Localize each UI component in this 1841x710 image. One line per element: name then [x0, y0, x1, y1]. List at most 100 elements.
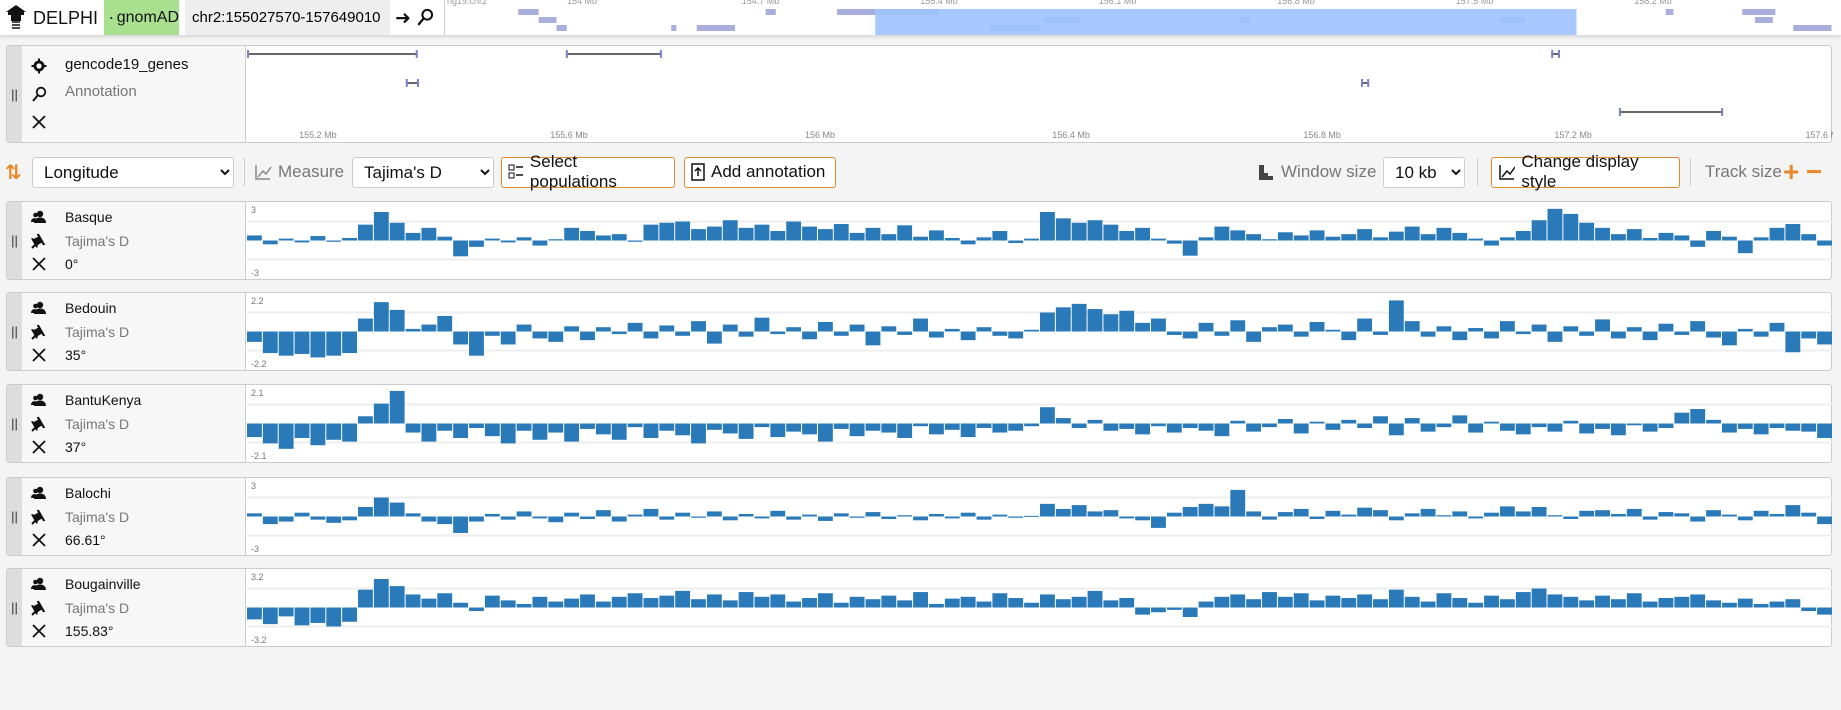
settings-icon[interactable] — [31, 58, 47, 74]
bar — [1801, 331, 1817, 339]
bar — [247, 607, 262, 620]
population-icon[interactable] — [31, 485, 47, 501]
search-icon[interactable] — [31, 86, 47, 102]
bar — [1737, 240, 1753, 254]
bar — [802, 226, 817, 241]
drag-handle[interactable]: || — [7, 202, 22, 279]
gene-exon — [565, 50, 568, 58]
genome-navigator[interactable]: hg19.chr2 154 Mb 154.7 Mb 155.4 Mb 156.1 Mb 1… — [444, 0, 1841, 35]
bar — [1388, 516, 1404, 521]
bar — [469, 607, 484, 612]
bar — [1642, 331, 1658, 341]
bar — [1262, 592, 1277, 608]
bar — [992, 514, 1008, 517]
bar — [722, 423, 738, 434]
bar — [469, 240, 484, 247]
population-track: || Bougainville Tajima's D 155.83° 3.2 -3… — [6, 568, 1833, 647]
track-size-increase-button[interactable]: + — [1783, 156, 1800, 187]
sort-select[interactable]: Longitude — [32, 156, 234, 188]
drag-handle[interactable]: || — [7, 385, 22, 462]
bar — [595, 601, 611, 608]
bar — [1214, 331, 1230, 336]
bar — [564, 326, 580, 332]
select-populations-button[interactable]: Select populations — [501, 152, 675, 191]
nav-tick-label: 157.5 Mb — [1456, 0, 1494, 6]
gene-exon — [659, 50, 662, 58]
bar — [627, 322, 643, 332]
add-annotation-button[interactable]: Add annotation — [684, 156, 836, 188]
dataset-badge[interactable]: gnomAD — [104, 0, 179, 35]
population-icon[interactable] — [31, 300, 47, 316]
bar — [1626, 593, 1642, 608]
app-title: DELPHI — [33, 8, 99, 28]
bar — [1737, 516, 1753, 521]
angle-value: 155.83° — [65, 622, 114, 639]
bar — [817, 229, 833, 241]
bar — [500, 600, 516, 608]
bar — [611, 596, 627, 608]
go-arrow-icon[interactable]: ➜ — [395, 8, 411, 29]
population-icon[interactable] — [31, 576, 47, 592]
pin-icon[interactable] — [31, 600, 47, 616]
axis-tick-label: 157.2 Mb — [1554, 130, 1592, 140]
pin-icon[interactable] — [31, 416, 47, 432]
measure-select[interactable]: Tajima's D — [352, 156, 494, 188]
y-min-label: -2.1 — [251, 451, 267, 461]
bar — [675, 512, 691, 517]
axis-tick-label: 156.8 Mb — [1303, 130, 1341, 140]
bar — [1087, 511, 1103, 517]
bar — [913, 423, 928, 427]
location-input[interactable] — [185, 0, 390, 35]
bar — [1484, 595, 1499, 608]
drag-handle[interactable]: || — [7, 569, 22, 646]
bar — [1119, 423, 1135, 429]
bar — [516, 237, 532, 241]
bar — [1484, 331, 1499, 339]
viewport-highlight[interactable] — [875, 9, 1577, 35]
window-size-select[interactable]: 10 kb — [1383, 156, 1465, 188]
bar — [1404, 596, 1420, 608]
bar — [310, 331, 326, 358]
nav-tick-label: 154 Mb — [567, 0, 597, 6]
bar — [1293, 508, 1309, 517]
bar — [1388, 231, 1404, 241]
close-icon[interactable] — [31, 439, 47, 455]
bar — [1198, 423, 1214, 431]
bar — [1721, 514, 1737, 517]
bar — [437, 315, 453, 332]
bar — [913, 592, 928, 608]
y-max-label: 3 — [251, 481, 256, 491]
bar — [611, 423, 627, 440]
bar — [960, 331, 976, 341]
bar — [1388, 589, 1404, 608]
bar — [1341, 514, 1357, 517]
drag-handle[interactable]: || — [7, 293, 22, 370]
close-icon[interactable] — [31, 256, 47, 272]
change-display-style-button[interactable]: Change display style — [1491, 152, 1680, 191]
close-icon[interactable] — [31, 114, 47, 130]
bar — [754, 224, 770, 241]
track-size-decrease-button[interactable]: − — [1806, 156, 1823, 187]
drag-handle[interactable]: || — [7, 46, 22, 142]
close-icon[interactable] — [31, 532, 47, 548]
close-icon[interactable] — [31, 347, 47, 363]
bar — [1325, 236, 1341, 241]
bar — [1182, 507, 1198, 517]
bar — [1785, 423, 1801, 431]
population-icon[interactable] — [31, 209, 47, 225]
close-icon[interactable] — [31, 623, 47, 639]
drag-handle[interactable]: || — [7, 478, 22, 555]
bar — [944, 423, 960, 430]
bar — [405, 232, 421, 241]
sort-icon[interactable]: ⇅ — [5, 161, 22, 184]
bar — [294, 240, 310, 243]
search-icon[interactable] — [416, 6, 434, 28]
pin-icon[interactable] — [31, 233, 47, 249]
bar — [453, 516, 469, 533]
bar — [1515, 423, 1531, 435]
bar — [659, 325, 675, 332]
pin-icon[interactable] — [31, 324, 47, 340]
population-icon[interactable] — [31, 392, 47, 408]
bar — [1658, 323, 1674, 332]
pin-icon[interactable] — [31, 509, 47, 525]
